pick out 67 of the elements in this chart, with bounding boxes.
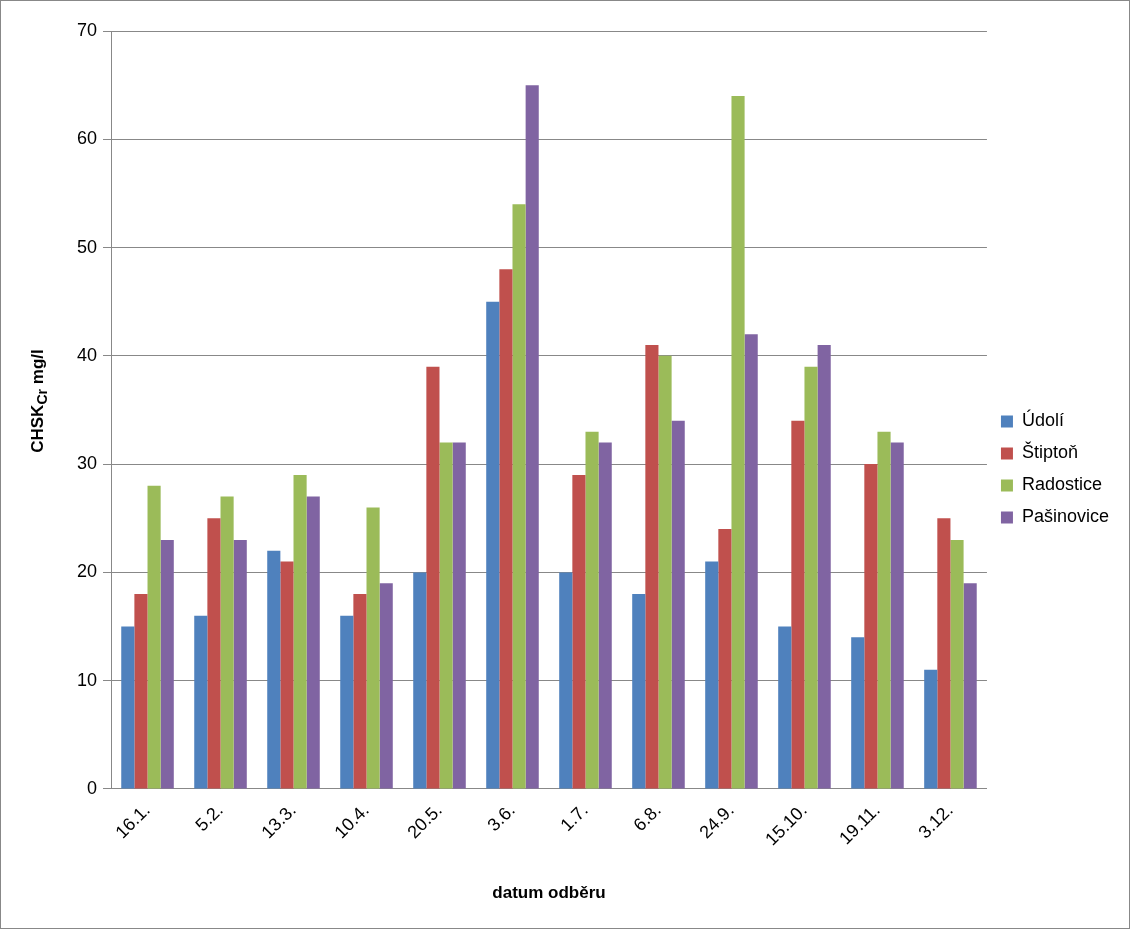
bar — [817, 345, 831, 789]
bar — [645, 345, 659, 789]
bar — [851, 637, 865, 789]
bar — [439, 442, 453, 789]
bar — [585, 431, 599, 789]
bar — [233, 539, 247, 789]
y-tick-label: 70 — [76, 19, 98, 40]
bar — [924, 669, 938, 789]
bar — [572, 474, 586, 789]
x-tick-label: 16.1. — [111, 799, 154, 843]
bar — [306, 496, 320, 789]
x-tick-label: 5.2. — [191, 799, 227, 836]
bar — [452, 442, 466, 789]
bar — [121, 626, 135, 789]
bar — [160, 539, 174, 789]
legend-label: Radostice — [1021, 474, 1102, 495]
bar — [598, 442, 612, 789]
y-tick-label: 10 — [76, 669, 98, 690]
bar — [134, 594, 148, 789]
x-axis-title: datum odběru — [492, 883, 606, 903]
bar — [950, 539, 964, 789]
bar — [267, 550, 281, 789]
bar — [658, 355, 672, 789]
bar — [877, 431, 891, 789]
legend-label: Údolí — [1021, 409, 1064, 431]
bar — [486, 301, 500, 789]
bar — [499, 269, 513, 789]
y-tick-label: 40 — [76, 344, 98, 365]
bar — [705, 561, 719, 789]
bar — [340, 615, 354, 789]
bar — [744, 334, 758, 789]
bar — [366, 507, 380, 789]
y-tick-label: 60 — [76, 128, 98, 149]
bar — [671, 420, 685, 789]
bar — [731, 95, 745, 789]
bar — [147, 485, 161, 789]
bar — [718, 529, 732, 789]
bar — [379, 583, 393, 789]
bar — [804, 366, 818, 789]
bar — [559, 572, 573, 789]
y-tick-label: 30 — [76, 453, 98, 474]
bar — [632, 594, 646, 789]
bar — [864, 464, 878, 789]
bar — [280, 561, 294, 789]
bar — [525, 85, 539, 789]
bar — [937, 518, 951, 789]
bar — [426, 366, 440, 789]
bar — [353, 594, 367, 789]
x-tick-label: 6.8. — [629, 799, 665, 836]
bar — [890, 442, 904, 789]
bar — [194, 615, 208, 789]
legend-label: Pašinovice — [1021, 506, 1109, 527]
y-tick-label: 50 — [76, 236, 98, 257]
bar — [413, 572, 427, 789]
x-tick-label: 3.12. — [914, 799, 957, 843]
y-tick-label: 20 — [76, 561, 98, 582]
x-tick-label: 1.7. — [556, 799, 592, 836]
bar — [512, 204, 526, 789]
legend-label: Štiptoň — [1021, 441, 1078, 463]
bar — [220, 496, 234, 789]
bar — [963, 583, 977, 789]
bar — [207, 518, 221, 789]
bar — [293, 474, 307, 789]
x-tick-label: 3.6. — [483, 799, 519, 836]
bar — [791, 420, 805, 789]
bar — [778, 626, 792, 789]
y-tick-label: 0 — [87, 777, 98, 798]
